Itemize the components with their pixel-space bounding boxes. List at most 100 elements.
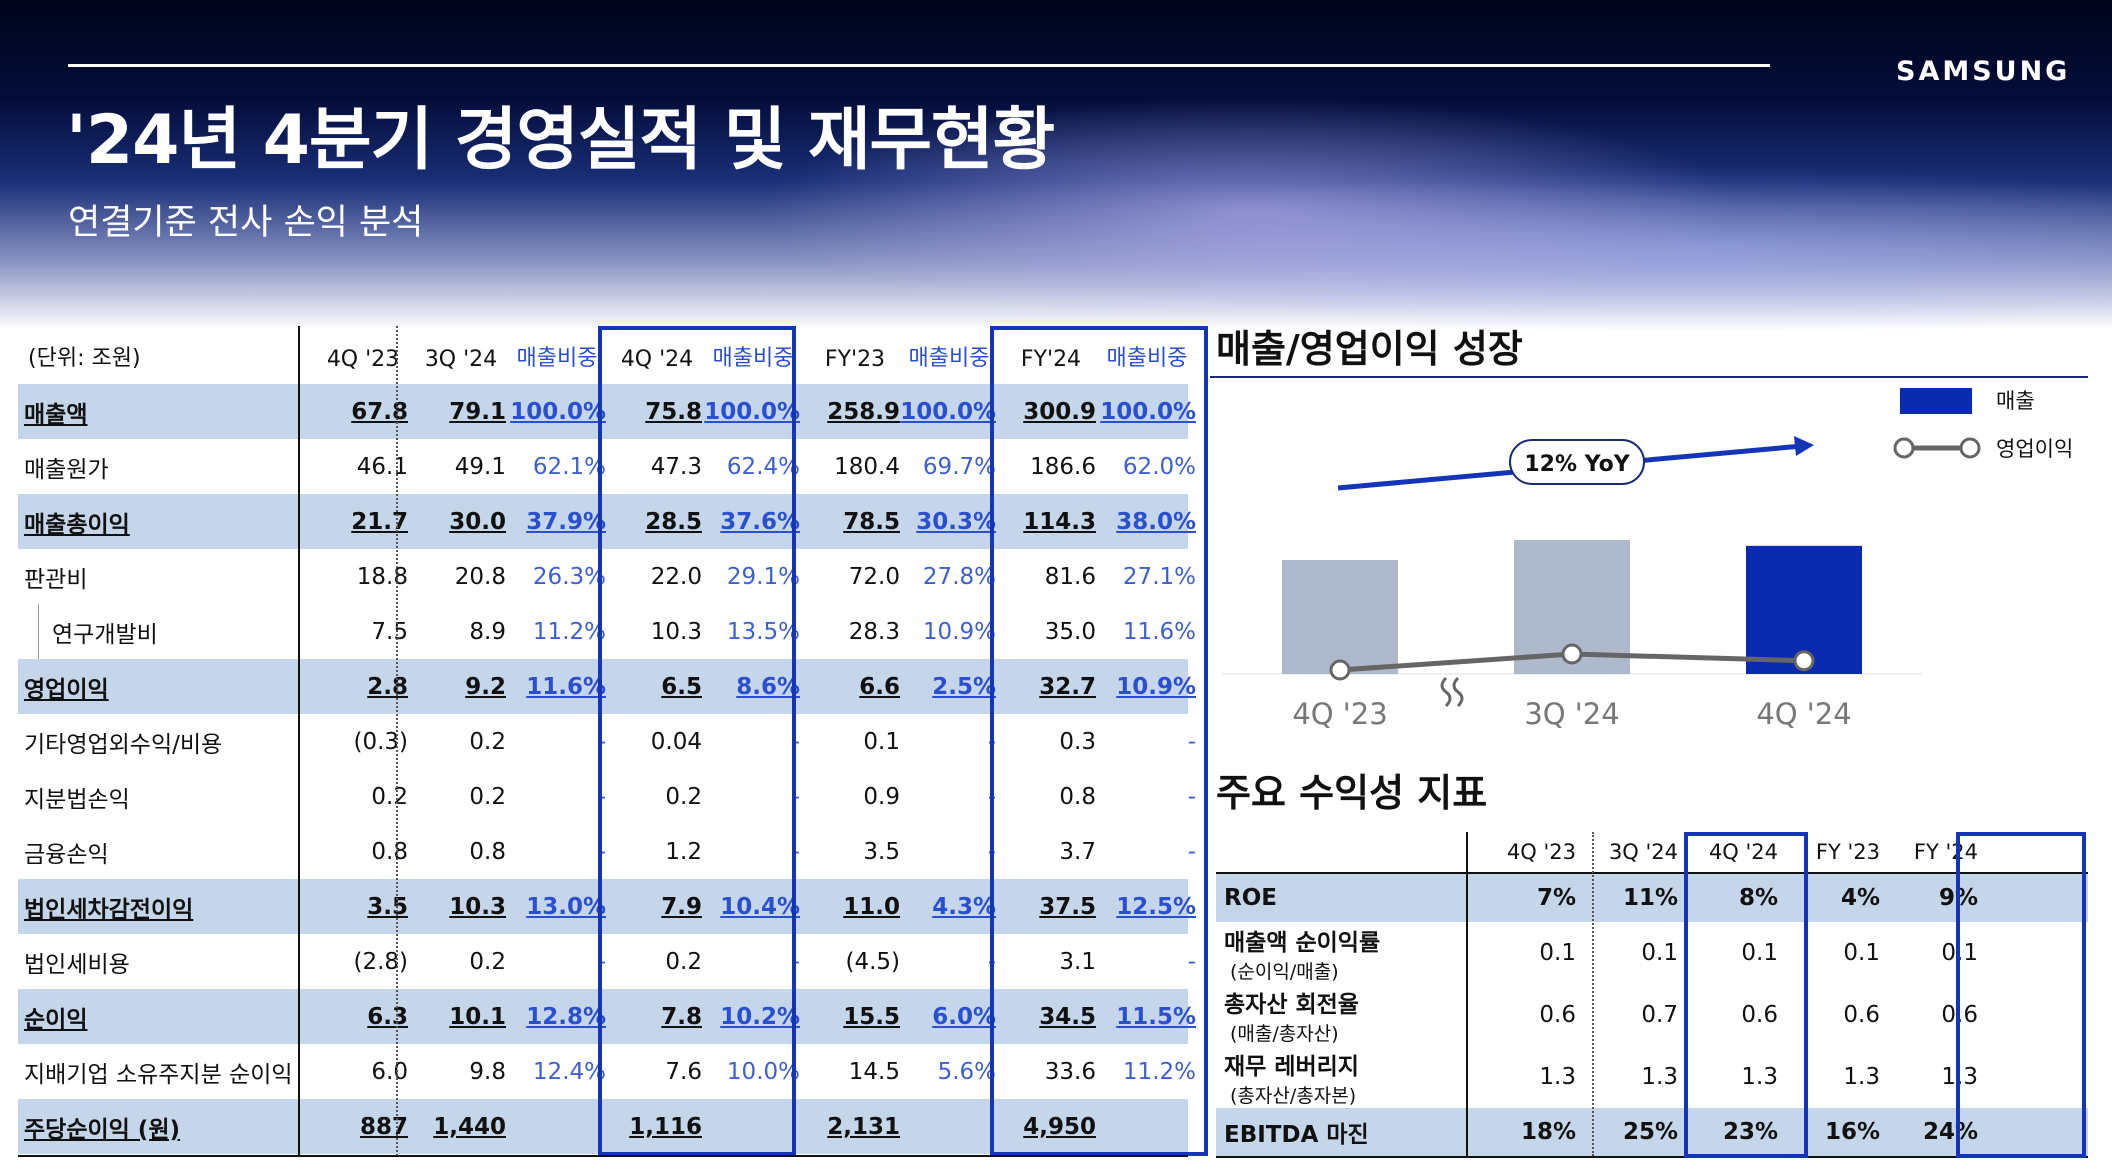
table-cell: 6.6 [859,673,900,700]
table-cell: 37.5 [1039,893,1096,920]
legend-op-point [1959,437,1981,459]
table-cell: 11.5% [1116,1003,1196,1030]
col-header: 매출비중 [712,346,794,371]
row-label: 금융손익 [24,841,109,868]
row-label: 판관비 [24,566,88,593]
table-cell: - [987,783,996,810]
table-cell: 887 [359,1113,408,1140]
row-label: 법인세비용 [24,951,130,978]
table-cell: 11.6% [526,673,606,700]
table-row: 연구개발비 7.5 8.9 11.2% 10.3 13.5% 28.3 10.9% 35.0 11… [18,604,1196,659]
table-cell: 258.9 [827,398,900,425]
yoy-arrow-head [1794,436,1814,456]
row-label: 매출액 [24,401,88,428]
table-cell: 27.1% [1122,563,1196,590]
row-label: 기타영업외수익/비용 [24,731,223,758]
table-cell: 35.0 [1044,618,1096,645]
table-cell: 0.3 [1059,728,1096,755]
col-header: FY'24 [1020,347,1082,372]
kpi-cell: 4% [1840,885,1880,911]
table-row: 매출원가 46.1 49.1 62.1% 47.3 62.4% 180.4 69.7% 186.… [18,439,1196,494]
op-profit-point [1793,650,1815,672]
axis-break-mark [1440,676,1452,708]
table-cell: 27.8% [922,563,996,590]
column-divider [298,326,300,1156]
table-cell: 100.0% [510,398,606,425]
kpi-cell: 0.7 [1641,1002,1678,1028]
table-cell: 14.5 [848,1058,900,1085]
row-label: 법인세차감전이익 [24,896,194,923]
table-cell: 100.0% [900,398,996,425]
table-cell: 7.8 [661,1003,702,1030]
table-row: 판관비 18.8 20.8 26.3% 22.0 29.1% 72.0 27.8% 81.6 27… [18,549,1196,604]
row-label: 지분법손익 [24,786,130,813]
page-title: '24년 4분기 경영실적 및 재무현황 [66,101,1055,180]
table-cell: 0.8 [371,838,408,865]
header-rule [68,64,1770,67]
col-header: 매출비중 [516,346,598,371]
table-cell: 7.9 [661,893,702,920]
table-cell: (0.3) [353,728,408,755]
table-cell: 7.5 [371,618,408,645]
table-cell: 62.1% [532,453,606,480]
row-label: 연구개발비 [52,621,158,648]
table-cell: 114.3 [1023,508,1096,535]
kpi-col-header: FY '24 [1913,840,1978,864]
table-cell: (4.5) [845,948,900,975]
col-header: 매출비중 [908,346,990,371]
table-cell: - [1187,948,1196,975]
table-cell: 3.1 [1059,948,1096,975]
table-cell: 26.3% [532,563,606,590]
table-cell: 37.9% [526,508,606,535]
table-cell: (2.8) [353,948,408,975]
kpi-bottom-rule [1216,1156,2088,1158]
kpi-cell: 0.1 [1843,940,1880,966]
table-cell: 6.5 [661,673,702,700]
row-label: 매출총이익 [24,511,130,538]
table-cell: 186.6 [1030,453,1096,480]
table-cell: 0.2 [665,948,702,975]
table-cell: 13.0% [526,893,606,920]
table-cell: 2.8 [367,673,408,700]
row-label: 지배기업 소유주지분 순이익 [24,1061,293,1088]
table-cell: 20.8 [454,563,506,590]
kpi-cell: 23% [1722,1119,1778,1145]
table-cell: 10.9% [1116,673,1196,700]
table-cell: 30.3% [916,508,996,535]
table-cell: 79.1 [449,398,506,425]
kpi-cell: 0.1 [1539,940,1576,966]
table-cell: - [597,728,606,755]
table-cell: - [987,838,996,865]
table-cell: 3.7 [1059,838,1096,865]
table-cell: 10.4% [720,893,800,920]
table-cell: 62.0% [1122,453,1196,480]
table-cell: 0.2 [469,948,506,975]
table-cell [898,1099,996,1154]
table-cell: 11.0 [843,893,900,920]
kpi-cell: 0.1 [1741,940,1778,966]
table-cell: 100.0% [704,398,800,425]
legend-revenue-label: 매출 [1996,389,2035,413]
yoy-label: 12% YoY [1524,452,1630,477]
kpi-label-group: ROE [1224,874,1277,922]
table-cell: 8.9 [469,618,506,645]
op-profit-point [1329,659,1351,681]
table-cell: 10.2% [720,1003,800,1030]
table-cell: 0.8 [1059,783,1096,810]
table-cell: 10.3 [650,618,702,645]
table-cell: 37.6% [720,508,800,535]
kpi-highlight-box-fy24 [1956,832,2086,1158]
table-cell: 67.8 [351,398,408,425]
category-label: 4Q '23 [1292,697,1387,731]
table-cell: 11.2% [532,618,606,645]
table-cell: 0.2 [469,728,506,755]
table-cell: 18.8 [356,563,408,590]
table-cell [506,1099,606,1154]
kpi-cell: 16% [1824,1119,1880,1145]
kpi-cell: 25% [1622,1119,1678,1145]
table-cell: 9.8 [469,1058,506,1085]
row-label: 주당순이익 (원) [24,1116,180,1143]
highlight-box-4q24 [598,326,796,1156]
legend-op-point [1893,437,1915,459]
kpi-label: 매출액 순이익률 [1224,929,1381,956]
